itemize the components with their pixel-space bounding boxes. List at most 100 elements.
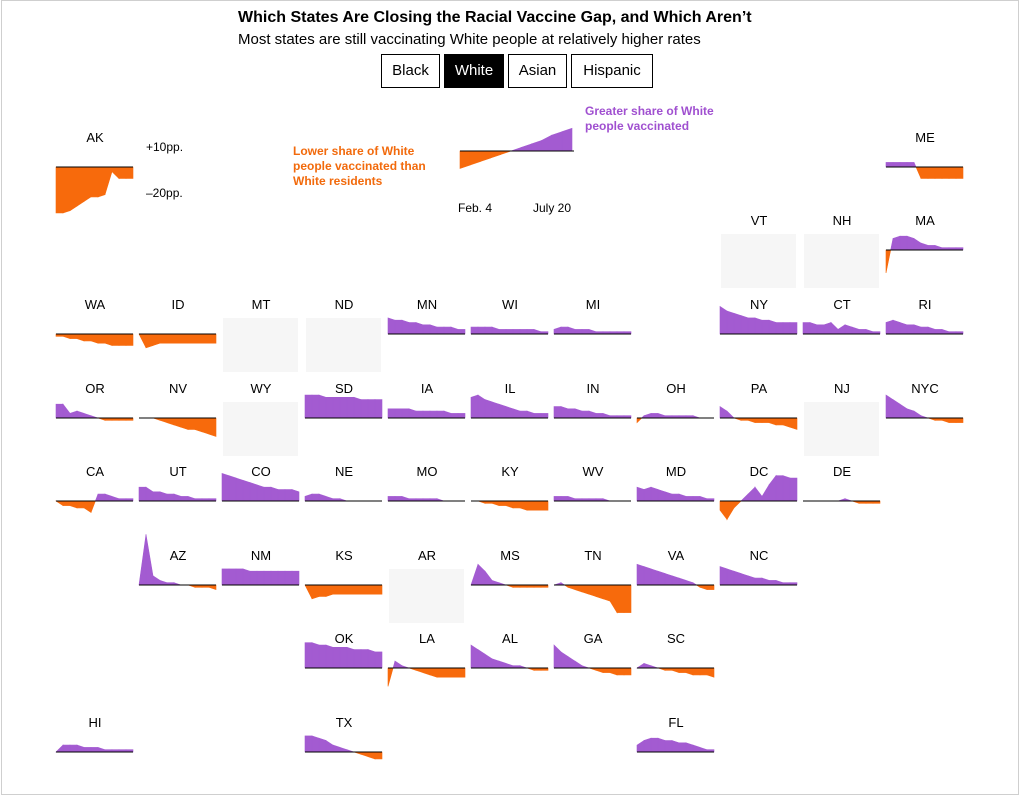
state-oh-area-2 xyxy=(643,412,652,419)
state-wi-area-2 xyxy=(484,326,493,335)
state-label-nyc: NYC xyxy=(911,381,939,396)
state-ut-area-4 xyxy=(166,493,175,502)
state-ny-area-2 xyxy=(733,312,742,335)
state-pa-area-5 xyxy=(754,417,763,423)
state-ri-area-8 xyxy=(941,328,950,335)
state-ma-area-2 xyxy=(892,235,901,251)
state-nm-area-7 xyxy=(270,570,279,586)
state-ia-area-1 xyxy=(394,408,403,419)
state-ok-area-4 xyxy=(332,647,341,669)
state-wi-area-7 xyxy=(519,329,528,335)
state-mn-area-8 xyxy=(443,326,452,335)
state-ca-area-8 xyxy=(104,493,113,502)
toggle-hispanic[interactable]: Hispanic xyxy=(571,54,653,88)
state-ks-area-7 xyxy=(353,584,362,595)
state-label-nv: NV xyxy=(168,381,188,396)
state-ca-area-3 xyxy=(76,500,85,509)
x-start-label: Feb. 4 xyxy=(458,201,493,215)
state-la-area-5 xyxy=(415,667,424,674)
state-id-area-1 xyxy=(145,333,154,349)
state-wa-area-2 xyxy=(69,333,78,339)
state-wv-area-0 xyxy=(553,496,562,502)
state-mi-area-1 xyxy=(560,326,569,335)
state-ok-area-1 xyxy=(311,642,320,669)
state-nm-area-9 xyxy=(284,570,293,586)
state-pa-area-6 xyxy=(761,417,770,423)
state-label-tx: TX xyxy=(335,715,353,730)
state-wi-area-5 xyxy=(505,329,514,335)
state-co-area-9 xyxy=(284,489,293,502)
state-label-tn: TN xyxy=(584,548,602,563)
state-dc-area-3 xyxy=(740,493,749,502)
state-fl-area-8 xyxy=(692,744,701,753)
state-label-ny: NY xyxy=(749,297,769,312)
state-wv-area-1 xyxy=(560,496,569,502)
state-va-area-7 xyxy=(685,579,694,586)
state-ky-area-8 xyxy=(526,500,535,511)
state-nm-area-1 xyxy=(228,568,237,586)
state-label-dc: DC xyxy=(749,464,769,479)
state-ak-area-3 xyxy=(76,166,85,207)
state-tx-area-3 xyxy=(325,739,334,753)
state-nv-area-5 xyxy=(173,417,182,428)
state-nyc-area-2 xyxy=(899,403,908,419)
state-nv-area-4 xyxy=(166,417,175,426)
legend-example-area-8 xyxy=(541,134,552,152)
state-me-area-4 xyxy=(913,162,917,168)
state-label-de: DE xyxy=(832,464,852,479)
state-ca-area-6 xyxy=(94,493,99,502)
state-hi-area-2 xyxy=(69,744,78,753)
state-wa-area-1 xyxy=(62,333,71,340)
state-dc-area-1 xyxy=(726,500,735,521)
state-ma-area-3 xyxy=(899,235,908,251)
state-label-md: MD xyxy=(665,464,687,479)
state-ia-area-6 xyxy=(429,410,438,419)
toggle-white[interactable]: White xyxy=(444,54,504,88)
state-in-area-2 xyxy=(567,408,576,419)
state-md-area-7 xyxy=(685,496,694,502)
state-ok-area-2 xyxy=(318,644,327,669)
state-pa-area-9 xyxy=(782,417,791,428)
state-ms-area-2 xyxy=(484,570,493,586)
state-co-area-8 xyxy=(277,489,286,502)
state-ga-area-8 xyxy=(609,667,618,676)
state-me-area-10 xyxy=(948,166,957,179)
state-ri-area-3 xyxy=(906,324,915,335)
state-ct-area-1 xyxy=(809,322,818,335)
state-ma-area-0 xyxy=(885,249,892,274)
state-ak-area-1 xyxy=(62,166,71,214)
state-ny-area-5 xyxy=(754,317,763,335)
state-label-ga: GA xyxy=(583,631,603,646)
state-wa-area-3 xyxy=(76,333,85,342)
state-wi-area-0 xyxy=(470,326,479,335)
state-ak-area-5 xyxy=(90,166,99,198)
state-tx-area-2 xyxy=(318,737,327,753)
state-nc-area-4 xyxy=(747,575,756,586)
toggle-black[interactable]: Black xyxy=(381,54,440,88)
state-ia-area-0 xyxy=(387,408,396,419)
state-ma-area-7 xyxy=(927,245,936,251)
state-la-area-9 xyxy=(443,667,452,678)
state-ny-area-7 xyxy=(768,319,777,335)
state-label-sc: SC xyxy=(666,631,686,646)
state-ri-area-1 xyxy=(892,319,901,335)
state-ne-area-2 xyxy=(318,493,327,502)
state-nm-area-3 xyxy=(242,568,251,586)
state-ga-area-7 xyxy=(602,667,611,673)
state-tn-area-3 xyxy=(567,584,576,591)
toggle-asian[interactable]: Asian xyxy=(508,54,567,88)
state-mn-area-6 xyxy=(429,324,438,335)
state-ne-area-3 xyxy=(325,495,334,502)
state-ny-area-10 xyxy=(789,322,798,335)
state-tn-area-4 xyxy=(574,584,583,593)
state-label-wy: WY xyxy=(250,381,272,396)
state-ri-area-5 xyxy=(920,326,929,335)
state-mn-area-10 xyxy=(457,329,466,335)
state-ks-area-10 xyxy=(374,584,383,595)
state-la-area-7 xyxy=(429,667,438,678)
state-al-area-4 xyxy=(498,660,507,669)
state-la-area-8 xyxy=(436,667,445,678)
state-md-area-0 xyxy=(636,486,645,502)
state-oh-area-3 xyxy=(650,413,659,419)
no-data-box-nd xyxy=(306,318,381,372)
